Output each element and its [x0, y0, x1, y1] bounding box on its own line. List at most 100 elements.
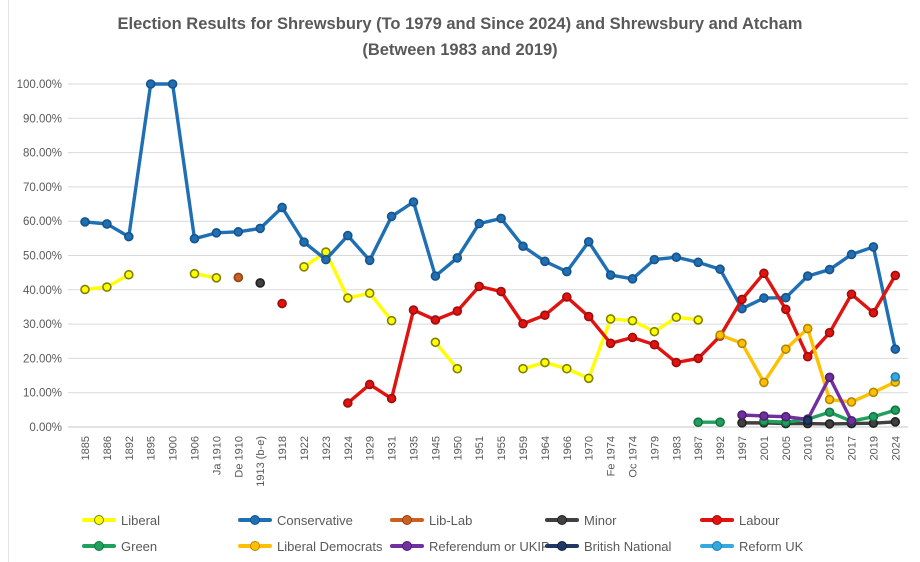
data-point-marker	[452, 253, 463, 263]
data-point-marker	[364, 255, 375, 266]
x-axis-tick-label: 1964	[540, 436, 552, 460]
data-point-marker	[518, 318, 528, 329]
data-point-marker	[430, 337, 441, 348]
data-point-marker	[540, 310, 550, 320]
x-axis-tick-label: 1945	[430, 436, 442, 460]
data-point-marker	[605, 270, 616, 280]
data-point-marker	[693, 257, 704, 268]
data-point-marker	[890, 372, 901, 382]
data-point-marker	[518, 363, 528, 374]
series-conservative	[80, 79, 901, 354]
x-axis-tick-label: 2010	[803, 436, 815, 460]
data-point-marker	[780, 344, 791, 354]
series-line	[302, 250, 394, 323]
x-axis-tick-label: 1950	[452, 436, 464, 460]
y-axis-tick-label: 90.00%	[23, 113, 62, 125]
data-point-marker	[693, 353, 704, 364]
data-point-marker	[868, 242, 879, 252]
data-point-marker	[583, 236, 594, 247]
series-lib-lab	[233, 272, 244, 283]
data-point-marker	[846, 416, 857, 426]
data-point-marker	[430, 271, 441, 281]
data-point-marker	[759, 377, 769, 388]
data-point-marker	[780, 292, 791, 303]
x-axis-tick-label: 1892	[124, 436, 136, 460]
data-point-marker	[802, 323, 813, 334]
data-point-marker	[277, 298, 287, 309]
data-point-marker	[715, 417, 725, 427]
x-axis-tick-label: 1913 (b-e)	[255, 436, 267, 487]
data-point-marker	[364, 379, 375, 390]
data-point-marker	[846, 289, 857, 300]
data-point-marker	[846, 249, 857, 260]
y-axis-tick-label: 0.00%	[29, 422, 62, 434]
data-point-marker	[846, 397, 857, 407]
y-axis-tick-label: 50.00%	[23, 251, 62, 263]
x-axis-tick-label: 1929	[365, 436, 377, 460]
data-point-marker	[342, 293, 353, 303]
data-point-marker	[145, 79, 156, 89]
data-point-marker	[583, 311, 594, 322]
data-point-marker	[233, 272, 244, 283]
x-axis-tick-label: 1918	[277, 436, 289, 460]
x-axis-tick-label: 1970	[584, 436, 596, 460]
data-point-marker	[780, 304, 791, 315]
x-axis-tick-label: 1906	[190, 436, 202, 460]
data-point-marker	[189, 233, 200, 244]
series-line	[433, 340, 459, 371]
data-point-marker	[452, 363, 463, 374]
x-axis-tick-label: 1959	[518, 436, 530, 460]
data-point-marker	[561, 363, 572, 374]
data-point-marker	[737, 410, 747, 420]
chart-border	[8, 0, 9, 562]
x-axis-tick-label: 1923	[321, 436, 333, 460]
data-point-marker	[496, 286, 506, 297]
x-axis-tick-label: 1895	[146, 436, 158, 460]
y-axis-tick-label: 100.00%	[17, 79, 62, 91]
series-line	[83, 82, 897, 351]
data-point-marker	[627, 332, 638, 343]
data-point-marker	[299, 262, 309, 272]
data-point-marker	[386, 393, 397, 404]
data-point-marker	[649, 254, 660, 265]
x-axis-tick-label: 2001	[759, 436, 771, 460]
data-point-marker	[233, 227, 244, 237]
x-axis-tick-label: 1992	[715, 436, 727, 460]
data-point-marker	[102, 219, 112, 229]
x-axis-tick-label: 1983	[671, 436, 683, 460]
data-point-marker	[627, 315, 638, 326]
data-point-marker	[868, 307, 879, 318]
series-liberal-democrats	[715, 323, 901, 407]
data-point-marker	[189, 268, 200, 279]
data-point-marker	[868, 411, 879, 422]
data-point-marker	[824, 264, 835, 275]
x-axis-tick-label: 1966	[562, 436, 574, 460]
x-axis-tick-label: 2015	[825, 436, 837, 460]
data-point-marker	[452, 306, 463, 316]
data-point-marker	[715, 330, 725, 340]
data-point-marker	[255, 223, 266, 234]
x-axis-tick-label: 1885	[80, 436, 92, 460]
data-point-marker	[824, 327, 835, 338]
data-point-marker	[868, 387, 879, 398]
data-point-marker	[80, 217, 90, 227]
y-axis-tick-label: 20.00%	[23, 353, 62, 365]
data-point-marker	[474, 281, 485, 292]
data-point-marker	[802, 415, 813, 426]
x-axis-tick-label: Ja 1910	[211, 436, 223, 475]
data-point-marker	[496, 213, 506, 224]
data-point-marker	[715, 264, 725, 275]
data-point-marker	[671, 252, 682, 263]
data-point-marker	[321, 254, 331, 265]
data-point-marker	[737, 338, 747, 349]
data-point-marker	[342, 230, 353, 241]
data-point-marker	[759, 411, 769, 421]
series-minor	[255, 278, 901, 429]
data-point-marker	[824, 394, 835, 405]
data-point-marker	[605, 314, 616, 324]
data-point-marker	[759, 293, 769, 303]
data-point-marker	[540, 357, 550, 368]
y-axis-tick-label: 70.00%	[23, 182, 62, 194]
x-axis-tick-label: 1935	[409, 436, 421, 460]
